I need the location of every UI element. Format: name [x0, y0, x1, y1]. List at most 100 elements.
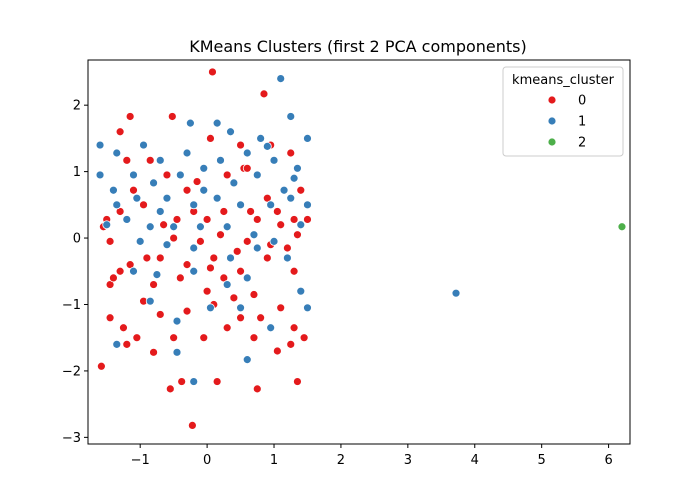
- point-cluster-1: [122, 215, 132, 224]
- point-cluster-0: [129, 185, 138, 195]
- point-cluster-0: [206, 263, 215, 273]
- point-cluster-0: [252, 384, 262, 394]
- point-cluster-1: [262, 141, 272, 151]
- point-cluster-1: [129, 170, 138, 180]
- point-cluster-1: [236, 200, 245, 210]
- point-cluster-0: [202, 286, 212, 296]
- point-cluster-1: [303, 133, 312, 143]
- point-cluster-1: [189, 266, 199, 276]
- point-cluster-1: [242, 355, 252, 365]
- x-tick-label: 6: [604, 453, 612, 468]
- point-cluster-0: [283, 243, 292, 253]
- point-cluster-1: [226, 253, 235, 263]
- legend-marker-1: [547, 116, 557, 126]
- point-cluster-1: [276, 74, 286, 84]
- point-cluster-0: [175, 273, 185, 283]
- point-cluster-1: [95, 170, 105, 180]
- point-cluster-0: [222, 170, 232, 180]
- point-cluster-0: [242, 163, 252, 173]
- point-cluster-1: [172, 316, 182, 326]
- legend-label-1: 1: [578, 115, 586, 130]
- point-cluster-1: [252, 170, 262, 180]
- point-cluster-0: [196, 236, 205, 246]
- point-cluster-0: [256, 313, 266, 323]
- point-cluster-0: [165, 384, 175, 394]
- point-cluster-1: [242, 273, 252, 283]
- point-cluster-0: [142, 253, 152, 263]
- x-tick-label: 4: [471, 453, 479, 468]
- point-cluster-1: [112, 200, 122, 210]
- point-cluster-1: [189, 200, 199, 210]
- data-points: [95, 67, 627, 430]
- point-cluster-1: [149, 178, 158, 188]
- point-cluster-1: [199, 185, 209, 195]
- point-cluster-0: [132, 333, 142, 343]
- point-cluster-1: [266, 323, 276, 333]
- point-cluster-1: [286, 112, 296, 121]
- x-tick-label: 3: [404, 453, 412, 468]
- point-cluster-0: [296, 185, 306, 195]
- x-tick-label: 5: [538, 453, 546, 468]
- point-cluster-1: [286, 193, 296, 203]
- point-cluster-1: [162, 240, 172, 250]
- point-cluster-0: [236, 266, 245, 276]
- point-cluster-0: [125, 112, 135, 121]
- point-cluster-1: [139, 140, 148, 150]
- point-cluster-0: [272, 346, 282, 356]
- point-cluster-0: [289, 266, 299, 276]
- point-cluster-0: [122, 155, 132, 165]
- point-cluster-0: [139, 200, 148, 210]
- legend-marker-2: [547, 137, 557, 147]
- point-cluster-0: [216, 230, 225, 240]
- point-cluster-0: [276, 220, 286, 230]
- point-cluster-0: [182, 260, 192, 270]
- point-cluster-1: [293, 163, 302, 173]
- point-cluster-0: [212, 377, 222, 386]
- point-cluster-1: [222, 222, 232, 232]
- point-cluster-0: [177, 377, 187, 386]
- point-cluster-0: [149, 347, 158, 357]
- axis-ticks: −1 0 1 2 3 4 5 6 −3 −2 −1 0 1 2: [62, 99, 613, 468]
- point-cluster-1: [162, 193, 172, 203]
- point-cluster-0: [202, 215, 212, 224]
- point-cluster-1: [135, 236, 145, 246]
- point-cluster-0: [119, 323, 128, 333]
- point-cluster-1: [95, 140, 105, 150]
- point-cluster-1: [189, 377, 199, 386]
- legend: kmeans_cluster 0 1 2: [502, 66, 624, 157]
- point-cluster-0: [252, 215, 262, 224]
- y-tick-label: 0: [73, 232, 81, 247]
- point-cluster-1: [102, 220, 112, 230]
- point-cluster-0: [149, 280, 158, 289]
- x-tick-label: −1: [131, 453, 150, 468]
- point-cluster-0: [115, 127, 125, 137]
- point-cluster-0: [293, 377, 302, 386]
- point-cluster-0: [222, 323, 232, 333]
- point-cluster-1: [196, 222, 205, 232]
- point-cluster-0: [286, 148, 296, 158]
- legend-marker-0: [547, 95, 557, 105]
- y-tick-label: −1: [62, 298, 81, 313]
- point-cluster-1: [109, 185, 118, 195]
- point-cluster-1: [112, 339, 122, 349]
- point-cluster-1: [269, 155, 279, 165]
- point-cluster-0: [208, 67, 217, 77]
- point-cluster-0: [182, 306, 192, 316]
- point-cluster-0: [303, 215, 312, 224]
- point-cluster-1: [212, 118, 222, 128]
- point-cluster-1: [222, 280, 232, 289]
- point-cluster-1: [182, 148, 192, 158]
- point-cluster-0: [249, 333, 259, 343]
- point-cluster-1: [112, 148, 122, 158]
- point-cluster-0: [96, 361, 106, 371]
- point-cluster-1: [296, 286, 306, 296]
- point-cluster-0: [262, 253, 272, 263]
- point-cluster-1: [155, 155, 165, 165]
- point-cluster-1: [236, 303, 245, 313]
- point-cluster-1: [169, 222, 179, 232]
- y-tick-label: −3: [62, 431, 81, 446]
- point-cluster-0: [169, 233, 179, 243]
- point-cluster-1: [303, 200, 312, 210]
